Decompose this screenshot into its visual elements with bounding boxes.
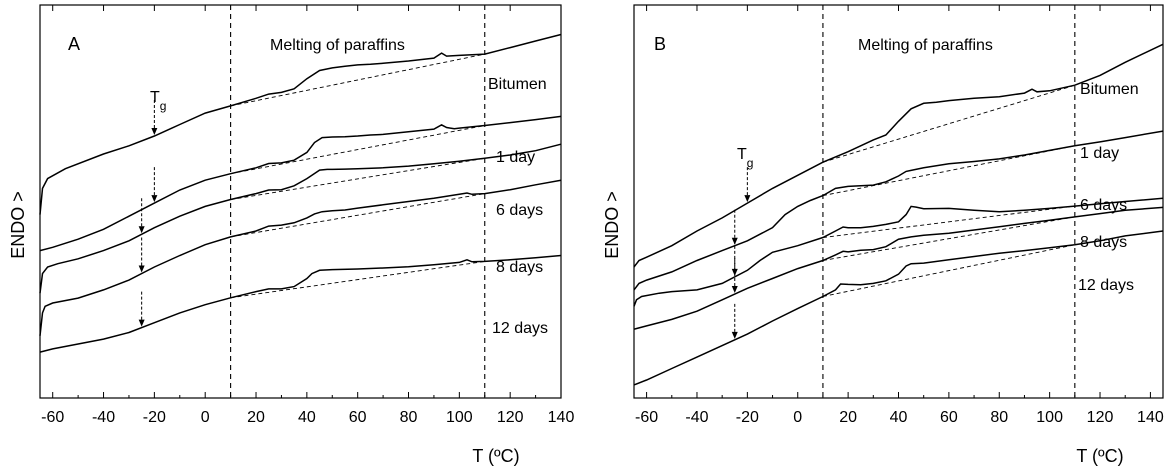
tg-label: Tg <box>150 89 166 113</box>
series-curve <box>633 230 1164 386</box>
x-tick-label: 40 <box>890 409 908 426</box>
series-1: Bitumen <box>39 33 562 215</box>
x-tick-label: 60 <box>940 409 958 426</box>
x-tick-label: 100 <box>446 409 473 426</box>
series-baseline <box>822 145 1075 197</box>
series-2: 1 day <box>633 130 1164 291</box>
tg-label-sub: g <box>747 156 754 170</box>
series-3: 6 days <box>39 143 562 294</box>
tg-arrow-head <box>138 226 145 234</box>
x-tick-label: -60 <box>41 409 64 426</box>
panel-letter: A <box>68 34 80 54</box>
x-tick-label: 40 <box>298 409 316 426</box>
series-4: 8 days <box>39 179 562 336</box>
series-curve <box>39 179 562 336</box>
series-baseline <box>230 53 485 107</box>
x-tick-label: 100 <box>1036 409 1063 426</box>
series-label: 12 days <box>1078 277 1134 294</box>
series-baseline <box>822 84 1075 163</box>
tg-label-sub: g <box>160 99 167 113</box>
tg-arrow-head <box>731 331 738 339</box>
panel-b: -60 -40 -20 0 20 40 60 80 100 120 140 B Melting of p… <box>602 4 1164 466</box>
series-baseline <box>230 125 485 175</box>
tg-arrow-head <box>138 265 145 273</box>
series-curve <box>633 130 1164 291</box>
tg-arrow-head <box>731 286 738 294</box>
series-curve <box>39 33 562 215</box>
series-5: 12 days <box>39 254 562 353</box>
x-tick-label: -60 <box>635 409 658 426</box>
series-label: Bitumen <box>488 76 547 93</box>
series-baseline <box>822 216 1075 261</box>
y-axis-title: ENDO > <box>602 191 622 259</box>
tg-label: Tg <box>737 146 753 170</box>
x-tick-label: 120 <box>497 409 524 426</box>
x-tick-label: -20 <box>143 409 166 426</box>
series-2: 1 day <box>39 115 562 252</box>
series-label: 6 days <box>1080 197 1127 214</box>
x-tick-label: -40 <box>685 409 708 426</box>
series-curve <box>633 206 1164 330</box>
x-tick-label: -40 <box>92 409 115 426</box>
plot-frame <box>39 4 562 399</box>
x-tick-label: 0 <box>793 409 802 426</box>
series-curve <box>39 143 562 294</box>
series-label: 12 days <box>492 320 548 337</box>
x-tick-label: 140 <box>548 409 575 426</box>
tg-arrow-head <box>731 268 738 276</box>
x-axis-title: T (ºC) <box>472 446 519 466</box>
x-tick-label: 80 <box>990 409 1008 426</box>
series-label: 1 day <box>1080 145 1119 162</box>
x-tick-label: 0 <box>201 409 210 426</box>
series-curve <box>39 115 562 252</box>
x-axis-title: T (ºC) <box>1076 446 1123 466</box>
tg-arrow-head <box>744 195 751 203</box>
region-label: Melting of paraffins <box>858 37 993 54</box>
x-tick-label: 120 <box>1087 409 1114 426</box>
series-label: Bitumen <box>1080 81 1139 98</box>
series-4: 8 days <box>633 206 1164 330</box>
region-label: Melting of paraffins <box>270 37 405 54</box>
panel-a: -60 -40 -20 0 20 40 60 80 100 120 140 A Melting of p… <box>8 4 575 466</box>
x-tick-label: 80 <box>400 409 418 426</box>
x-tick-label: -20 <box>736 409 759 426</box>
tg-arrow-head <box>151 128 158 135</box>
series-3: 6 days <box>633 197 1164 307</box>
series-baseline <box>822 205 1075 238</box>
series-label: 1 day <box>496 149 535 166</box>
x-tick-label: 60 <box>349 409 367 426</box>
series-baseline <box>230 193 485 238</box>
series-5: 12 days <box>633 230 1164 386</box>
series-label: 8 days <box>496 259 543 276</box>
tg-arrow-head <box>138 319 145 327</box>
series-1: Bitumen <box>633 43 1164 268</box>
series-curve <box>633 43 1164 268</box>
tg-label-main: T <box>150 89 160 106</box>
panel-letter: B <box>654 34 666 54</box>
y-axis-title: ENDO > <box>8 191 28 259</box>
series-label: 6 days <box>496 202 543 219</box>
tg-arrow-head <box>151 195 158 203</box>
series-curve <box>633 197 1164 307</box>
series-curve <box>39 254 562 353</box>
series-baseline <box>822 244 1075 297</box>
tg-label-main: T <box>737 146 747 163</box>
x-tick-label: 20 <box>247 409 265 426</box>
x-tick-label: 20 <box>839 409 857 426</box>
series-baseline <box>230 260 485 299</box>
series-baseline <box>230 157 485 200</box>
x-tick-label: 140 <box>1137 409 1164 426</box>
